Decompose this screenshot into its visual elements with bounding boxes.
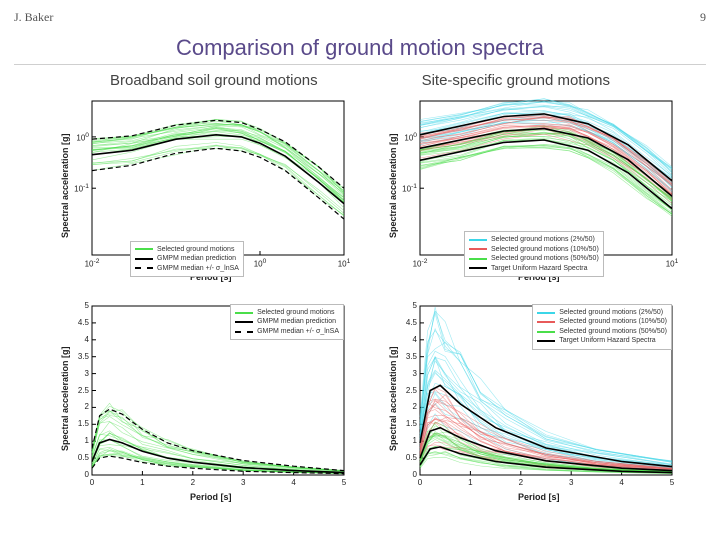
y-axis-label: Spectral acceleration [g] — [388, 346, 398, 451]
legend-swatch — [469, 248, 487, 250]
legend-label: Selected ground motions — [157, 245, 234, 254]
legend-item: Selected ground motions (10%/50) — [537, 317, 667, 326]
legend-label: GMPM median +/- σ_lnSA — [257, 327, 339, 336]
x-axis-label: Period [s] — [518, 492, 560, 502]
legend-swatch — [235, 312, 253, 314]
legend-item: Target Uniform Hazard Spectra — [469, 264, 599, 273]
legend-swatch — [235, 321, 253, 323]
chart-sitespecific-linear: 01234500.511.522.533.544.55Period [s]Spe… — [378, 300, 678, 505]
legend-label: Selected ground motions (10%/50) — [559, 317, 667, 326]
legend-item: Target Uniform Hazard Spectra — [537, 336, 667, 345]
author-label: J. Baker — [14, 10, 53, 25]
legend-item: GMPM median prediction — [235, 317, 339, 326]
legend-label: GMPM median prediction — [157, 254, 236, 263]
chart-broadband-linear: 01234500.511.522.533.544.55Period [s]Spe… — [50, 300, 350, 505]
legend-swatch — [537, 331, 555, 333]
legend-item: GMPM median +/- σ_lnSA — [135, 264, 239, 273]
legend-label: GMPM median prediction — [257, 317, 336, 326]
chart-sitespecific-log: 10-210-110010110-1100Period [s]Spectral … — [378, 95, 678, 285]
x-axis-label: Period [s] — [190, 492, 232, 502]
legend-swatch — [469, 258, 487, 260]
chart-legend: Selected ground motions (2%/50)Selected … — [464, 231, 604, 277]
legend-label: Target Uniform Hazard Spectra — [491, 264, 587, 273]
legend-label: Selected ground motions (2%/50) — [491, 235, 595, 244]
legend-item: Selected ground motions (2%/50) — [469, 235, 599, 244]
chart-legend: Selected ground motionsGMPM median predi… — [230, 304, 344, 340]
legend-item: Selected ground motions — [235, 308, 339, 317]
legend-swatch — [469, 239, 487, 241]
y-axis-label: Spectral acceleration [g] — [60, 346, 70, 451]
subtitle-right: Site-specific ground motions — [422, 72, 610, 89]
page-number: 9 — [700, 10, 706, 25]
legend-label: Selected ground motions (10%/50) — [491, 245, 599, 254]
legend-item: Selected ground motions (2%/50) — [537, 308, 667, 317]
title-rule — [14, 64, 706, 65]
legend-swatch — [135, 267, 153, 269]
page-title: Comparison of ground motion spectra — [0, 35, 720, 61]
legend-swatch — [135, 248, 153, 250]
legend-swatch — [537, 340, 555, 342]
legend-swatch — [537, 312, 555, 314]
subtitle-left: Broadband soil ground motions — [110, 72, 318, 89]
legend-label: Selected ground motions (50%/50) — [559, 327, 667, 336]
legend-item: Selected ground motions (50%/50) — [537, 327, 667, 336]
legend-label: Selected ground motions (50%/50) — [491, 254, 599, 263]
legend-swatch — [469, 267, 487, 269]
legend-item: Selected ground motions (10%/50) — [469, 245, 599, 254]
legend-item: Selected ground motions — [135, 245, 239, 254]
legend-item: Selected ground motions (50%/50) — [469, 254, 599, 263]
y-axis-label: Spectral acceleration [g] — [60, 133, 70, 238]
legend-swatch — [537, 321, 555, 323]
legend-swatch — [135, 258, 153, 260]
legend-label: Selected ground motions — [257, 308, 334, 317]
chart-legend: Selected ground motions (2%/50)Selected … — [532, 304, 672, 350]
legend-swatch — [235, 331, 253, 333]
chart-broadband-log: 10-210-110010110-1100Period [s]Spectral … — [50, 95, 350, 285]
y-axis-label: Spectral acceleration [g] — [388, 133, 398, 238]
legend-label: Selected ground motions (2%/50) — [559, 308, 663, 317]
chart-legend: Selected ground motionsGMPM median predi… — [130, 241, 244, 277]
legend-label: Target Uniform Hazard Spectra — [559, 336, 655, 345]
legend-item: GMPM median +/- σ_lnSA — [235, 327, 339, 336]
legend-label: GMPM median +/- σ_lnSA — [157, 264, 239, 273]
legend-item: GMPM median prediction — [135, 254, 239, 263]
